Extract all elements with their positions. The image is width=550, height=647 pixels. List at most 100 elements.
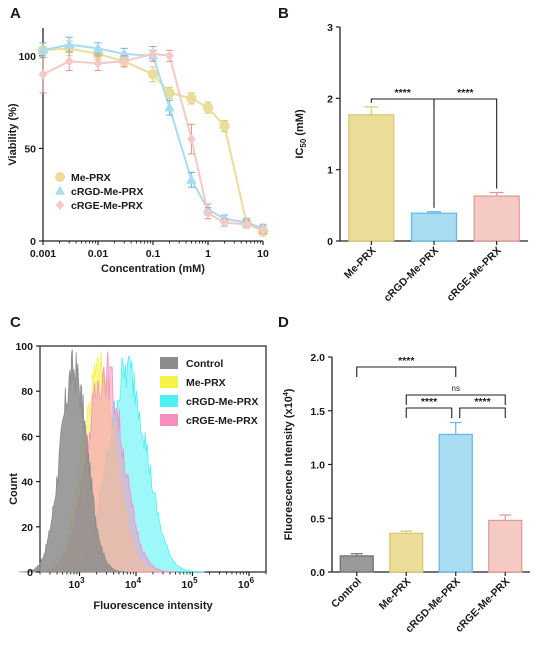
significance-bracket: **** <box>433 87 498 189</box>
significance-bracket: **** <box>459 396 506 418</box>
y-tick-label: 3 <box>327 22 333 34</box>
significance-label: **** <box>398 355 415 367</box>
y-axis-title-subscript: 50 <box>299 138 308 147</box>
significance-label: **** <box>457 87 474 99</box>
x-tick-label-crge-me-prx: cRGE-Me-PRX <box>445 245 504 304</box>
x-tick-label: 103 <box>68 576 85 591</box>
significance-bracket: **** <box>356 355 457 377</box>
y-tick-label: 1 <box>327 165 333 177</box>
y-tick-label: 0.0 <box>310 567 325 579</box>
legend-label-me-prx: Me-PRX <box>186 377 226 389</box>
y-axis-title: Count <box>8 473 20 505</box>
legend-label-crge-me-prx: cRGE-Me-PRX <box>186 415 258 427</box>
x-tick-label: 0.1 <box>146 248 161 260</box>
data-point <box>220 217 229 228</box>
x-tick-label: 1 <box>205 248 211 260</box>
x-tick-label: 104 <box>125 576 142 591</box>
legend: Me-PRX cRGD-Me-PRX cRGE-Me-PRX <box>55 172 143 212</box>
y-tick-label: 0 <box>30 236 36 248</box>
bracket-line <box>370 98 435 208</box>
y-axis-title: Viability (%) <box>7 103 19 165</box>
panel-d-fluorescence-chart: 0.0 0.5 1.0 1.5 2.0 Fluorescence Intensity (x… <box>283 352 530 635</box>
data-point <box>219 120 230 132</box>
x-tick-base: 10 <box>238 579 250 591</box>
x-tick-label: 0.001 <box>30 248 56 260</box>
y-axis-title-unit: (mM) <box>294 109 306 139</box>
legend-label-crge-me-prx: cRGE-Me-PRX <box>71 200 143 212</box>
series-crge-me-prx <box>38 46 268 236</box>
legend-marker-crgd-me-prx <box>55 185 65 195</box>
bracket-line <box>356 366 457 377</box>
y-tick-label: 20 <box>21 522 33 534</box>
data-point <box>93 57 103 69</box>
data-point <box>164 101 175 112</box>
data-point <box>148 48 158 60</box>
data-point <box>119 56 129 67</box>
significance-label: **** <box>474 396 491 408</box>
data-point <box>165 50 174 61</box>
y-axis-title-main: Fluorescence Intensity (x10 <box>283 396 295 540</box>
x-tick-label: 0.01 <box>88 248 109 260</box>
y-axis-title-end: ) <box>283 388 295 392</box>
data-point <box>242 219 251 230</box>
y-tick-label: 0 <box>27 567 33 579</box>
y-tick-label: 2 <box>327 93 333 105</box>
y-tick-label: 40 <box>21 477 33 489</box>
y-axis-title: IC50 (mM) <box>294 109 308 159</box>
legend-swatch-control <box>160 357 178 369</box>
x-tick-base: 10 <box>125 579 137 591</box>
data-point <box>187 133 196 145</box>
legend: Control Me-PRX cRGD-Me-PRX cRGE-Me-PRX <box>160 357 258 427</box>
panel-letter-c: C <box>10 314 21 331</box>
data-point <box>38 69 48 80</box>
data-point <box>147 69 159 80</box>
significance-label: **** <box>394 87 411 99</box>
bar-crgd-me-prx <box>410 212 458 242</box>
x-tick-label-me-prx: Me-PRX <box>342 245 379 282</box>
data-point <box>37 44 49 55</box>
y-tick-label: 100 <box>18 51 36 63</box>
legend-swatch-crge-me-prx <box>160 414 178 426</box>
data-point <box>164 87 175 99</box>
legend-marker-me-prx <box>55 172 65 182</box>
y-tick-label: 60 <box>21 431 33 443</box>
panel-a-viability-chart: 0 50 100 0.001 0.01 0.1 1 10 Concentration (mM) V… <box>7 28 269 275</box>
x-tick-label: 106 <box>238 576 255 591</box>
y-tick-label: 1.0 <box>310 460 325 472</box>
x-tick-label-me-prx: Me-PRX <box>377 576 414 613</box>
data-point <box>64 56 74 67</box>
x-tick-exponent: 4 <box>137 576 142 585</box>
bracket-line <box>405 407 453 418</box>
bar-crge-me-prx <box>473 195 520 242</box>
data-point <box>203 208 213 219</box>
x-axis-title: Fluorescence intensity <box>93 600 213 612</box>
y-tick-label: 2.0 <box>310 352 325 364</box>
data-point <box>64 38 75 49</box>
y-tick-label: 100 <box>15 341 33 353</box>
legend-marker-crge-me-prx <box>55 200 65 210</box>
panel-letter-a: A <box>10 5 21 22</box>
significance-label: ns <box>452 384 460 393</box>
bracket-line <box>459 407 506 418</box>
significance-label: **** <box>421 396 438 408</box>
y-axis-title: Fluorescence Intensity (x104) <box>283 388 295 540</box>
y-tick-label: 50 <box>24 143 36 155</box>
bar-me-prx <box>348 114 395 242</box>
x-tick-exponent: 5 <box>193 576 198 585</box>
legend-label-crgd-me-prx: cRGD-Me-PRX <box>186 396 258 408</box>
legend-label-control: Control <box>186 358 223 370</box>
bar-crge-me-prx <box>488 519 523 573</box>
x-tick-label: 105 <box>181 576 198 591</box>
y-tick-label: 80 <box>21 386 33 398</box>
panel-letter-d: D <box>278 314 289 331</box>
data-point <box>186 93 197 104</box>
y-tick-label: 0.5 <box>310 513 325 525</box>
x-tick-base: 10 <box>68 579 80 591</box>
bracket-line <box>433 98 498 189</box>
x-tick-label-crgd-me-prx: cRGD-Me-PRX <box>381 245 441 305</box>
significance-bracket: **** <box>370 87 435 208</box>
bar-crgd-me-prx <box>438 433 473 573</box>
panel-letter-b: B <box>278 5 289 22</box>
